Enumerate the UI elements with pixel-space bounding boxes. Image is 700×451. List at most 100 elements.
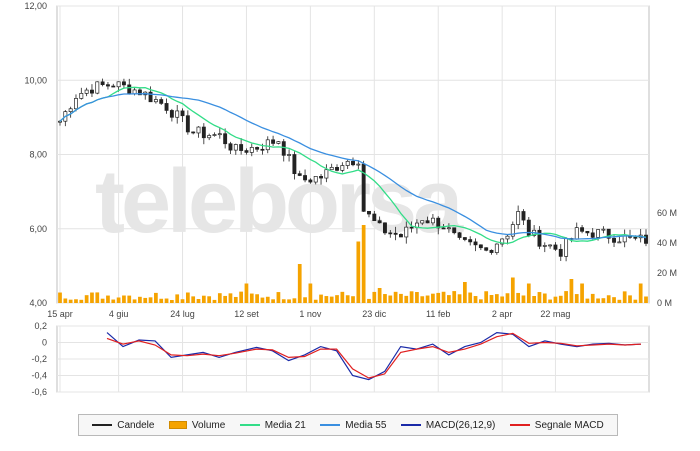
volume-bar	[425, 295, 430, 303]
price-tick-label: 6,00	[29, 224, 47, 234]
date-tick-label: 4 giu	[109, 309, 129, 319]
volume-bar	[356, 241, 361, 303]
volume-bar	[223, 295, 228, 303]
candle-body	[393, 232, 398, 235]
volume-bar	[100, 298, 105, 303]
candle-body	[116, 81, 121, 88]
volume-bar	[574, 294, 579, 303]
volume-bar	[532, 296, 536, 303]
candle-body	[606, 228, 611, 239]
candle-body	[95, 81, 100, 94]
candle-body	[441, 227, 446, 230]
date-tick-label: 22 mag	[540, 309, 570, 319]
candle-body	[319, 176, 323, 179]
volume-bar	[244, 283, 249, 303]
candle-body	[478, 244, 483, 249]
candle-body	[180, 110, 185, 117]
candle-body	[436, 217, 441, 229]
candle-body	[356, 163, 361, 166]
volume-bar	[505, 293, 510, 303]
volume-bar	[617, 299, 622, 303]
legend-label: Volume	[191, 419, 226, 431]
legend-swatch	[400, 424, 421, 426]
candle-body	[553, 244, 558, 250]
volume-bar	[122, 295, 126, 303]
candle-body	[548, 244, 553, 247]
volume-bar	[377, 288, 382, 303]
legend-item: MACD(26,12,9)	[400, 419, 496, 431]
volume-bar	[185, 292, 190, 303]
candle-body	[361, 163, 366, 212]
candle-body	[585, 230, 590, 234]
volume-tick-label: 60 M	[657, 208, 677, 218]
candle-body	[425, 220, 430, 224]
moving-averages	[59, 86, 647, 245]
candle-body	[127, 84, 132, 95]
date-tick-label: 23 dic	[362, 309, 387, 319]
volume-bar	[281, 299, 286, 303]
volume-bar	[196, 299, 201, 303]
candle-body	[590, 232, 595, 238]
volume-bar	[580, 283, 584, 303]
volume-bar	[441, 291, 446, 303]
legend-item: Volume	[168, 419, 226, 431]
legend-item: Candele	[92, 420, 154, 431]
stock-chart: teleborsa 12,00 10,00 8,00 6,00 4,00 0,2 0 -0,2…	[24, 1, 677, 397]
volume-bar	[521, 295, 526, 303]
volume-bar	[329, 296, 334, 303]
volume-bar	[415, 292, 419, 303]
volume-bar	[79, 299, 84, 303]
volume-bar	[489, 295, 494, 303]
macd-tick-label: -0,2	[31, 354, 47, 364]
volume-bar	[340, 291, 345, 303]
candle-body	[212, 134, 217, 136]
candle-body	[84, 89, 89, 94]
volume-bar	[201, 295, 206, 303]
volume-bar	[638, 283, 643, 303]
candle-body	[596, 229, 601, 238]
volume-bar	[473, 296, 478, 303]
volume-bar	[84, 295, 89, 303]
candle-body	[500, 238, 505, 245]
volume-bar	[596, 298, 600, 303]
candle-body	[100, 81, 105, 86]
volume-bar	[436, 292, 441, 303]
candle-body	[462, 237, 467, 240]
candle-body	[377, 220, 382, 224]
volume-bar	[217, 293, 222, 303]
candle-body	[372, 213, 377, 222]
candle-body	[287, 154, 292, 156]
candle-body	[601, 228, 606, 231]
candle-body	[74, 98, 78, 110]
volume-bar	[292, 298, 297, 303]
candle-body	[239, 144, 244, 151]
candle-body	[542, 245, 547, 247]
legend-label: MACD(26,12,9)	[425, 419, 496, 431]
volume-bar	[409, 291, 414, 303]
legend-swatch	[509, 424, 530, 426]
volume-bar	[143, 297, 148, 303]
volume-bar	[345, 295, 350, 303]
volume-bar	[271, 299, 275, 303]
volume-bar	[63, 298, 68, 303]
volume-bar	[233, 296, 238, 303]
candle-body	[644, 234, 648, 244]
volume-bar	[335, 295, 339, 303]
candle-body	[521, 211, 526, 221]
volume-bar	[537, 292, 542, 303]
candle-body	[271, 139, 276, 144]
legend-swatch	[239, 424, 260, 426]
volume-bar	[159, 298, 164, 303]
volume-bar	[606, 295, 611, 303]
media-55-line	[59, 93, 647, 240]
candle-body	[297, 173, 302, 176]
candle-body	[185, 115, 190, 133]
candle-body	[207, 135, 212, 139]
volume-bar	[526, 283, 531, 303]
volume-bar	[510, 277, 515, 303]
legend-label: Media 55	[345, 419, 387, 431]
volume-bar	[148, 297, 153, 303]
date-tick-label: 1 nov	[299, 309, 322, 319]
candle-body	[558, 248, 563, 257]
candle-body	[388, 232, 393, 235]
